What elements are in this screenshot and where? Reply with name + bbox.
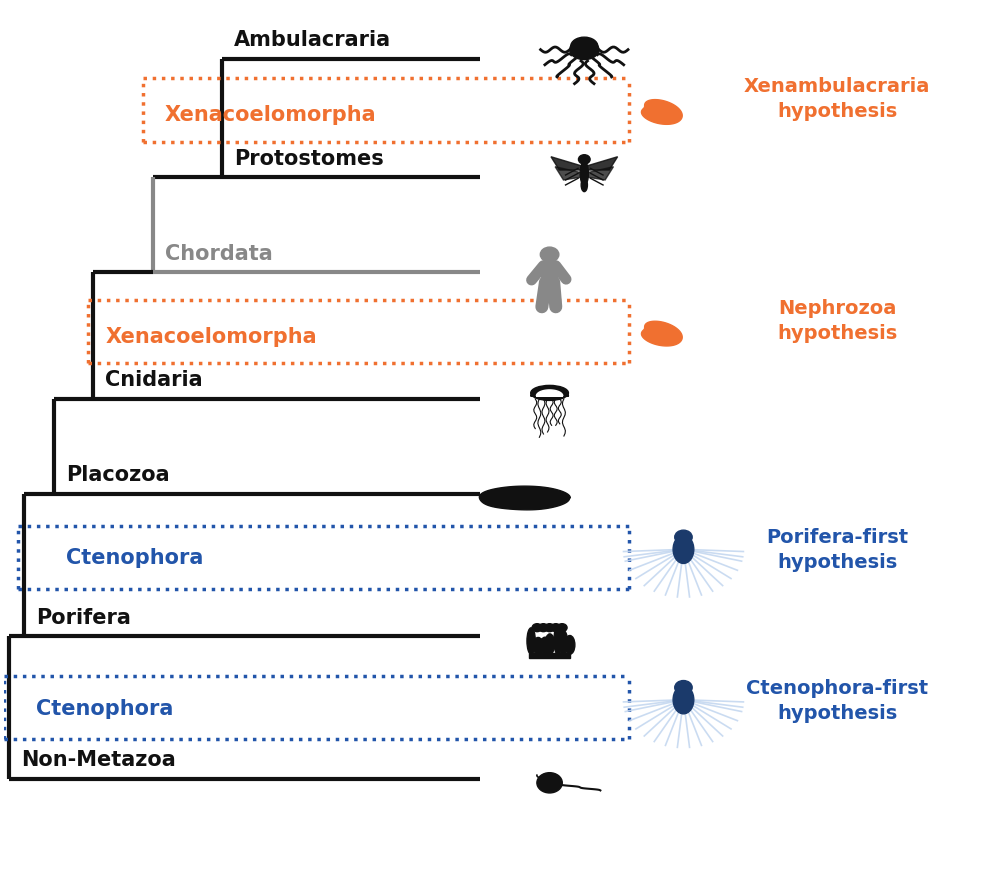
Circle shape [538, 624, 548, 632]
Circle shape [545, 624, 555, 632]
Ellipse shape [545, 634, 555, 654]
Text: Porifera: Porifera [36, 608, 131, 627]
Polygon shape [641, 322, 682, 347]
Polygon shape [584, 157, 618, 171]
Polygon shape [641, 100, 682, 126]
Text: Porifera-first
hypothesis: Porifera-first hypothesis [766, 528, 908, 572]
Ellipse shape [565, 636, 575, 654]
Ellipse shape [527, 628, 535, 654]
Text: Placozoa: Placozoa [66, 464, 169, 485]
Text: Cnidaria: Cnidaria [105, 370, 203, 390]
Text: Ctenophora: Ctenophora [66, 548, 203, 567]
Ellipse shape [541, 263, 559, 283]
Ellipse shape [580, 162, 588, 186]
Ellipse shape [554, 627, 561, 654]
Text: Ctenophora: Ctenophora [36, 698, 173, 718]
Text: Nephrozoa
hypothesis: Nephrozoa hypothesis [777, 299, 897, 342]
Text: Xenambulacraria
hypothesis: Xenambulacraria hypothesis [744, 77, 930, 121]
Circle shape [557, 624, 567, 632]
Polygon shape [531, 387, 568, 397]
Circle shape [578, 155, 590, 165]
Ellipse shape [581, 179, 587, 192]
Circle shape [532, 624, 542, 632]
Circle shape [675, 680, 692, 694]
Bar [529, 653, 570, 658]
Ellipse shape [531, 386, 568, 401]
Text: Ambulacraria: Ambulacraria [234, 30, 391, 50]
Circle shape [537, 773, 562, 793]
Ellipse shape [559, 630, 568, 654]
Ellipse shape [533, 637, 543, 654]
Ellipse shape [673, 536, 694, 564]
Polygon shape [551, 157, 584, 171]
Ellipse shape [673, 686, 694, 714]
Text: Ctenophora-first
hypothesis: Ctenophora-first hypothesis [746, 678, 928, 722]
Ellipse shape [570, 40, 599, 61]
Circle shape [551, 624, 561, 632]
Text: Non-Metazoa: Non-Metazoa [21, 750, 176, 769]
Polygon shape [584, 168, 613, 181]
Text: Xenacoelomorpha: Xenacoelomorpha [105, 327, 317, 346]
Text: Xenacoelomorpha: Xenacoelomorpha [165, 104, 376, 125]
Polygon shape [479, 486, 570, 510]
Circle shape [540, 248, 559, 263]
Text: Protostomes: Protostomes [234, 148, 384, 169]
Ellipse shape [571, 38, 598, 56]
Polygon shape [536, 391, 563, 397]
Ellipse shape [540, 637, 550, 654]
Circle shape [675, 530, 692, 544]
Text: Chordata: Chordata [165, 243, 273, 263]
Polygon shape [555, 168, 584, 181]
